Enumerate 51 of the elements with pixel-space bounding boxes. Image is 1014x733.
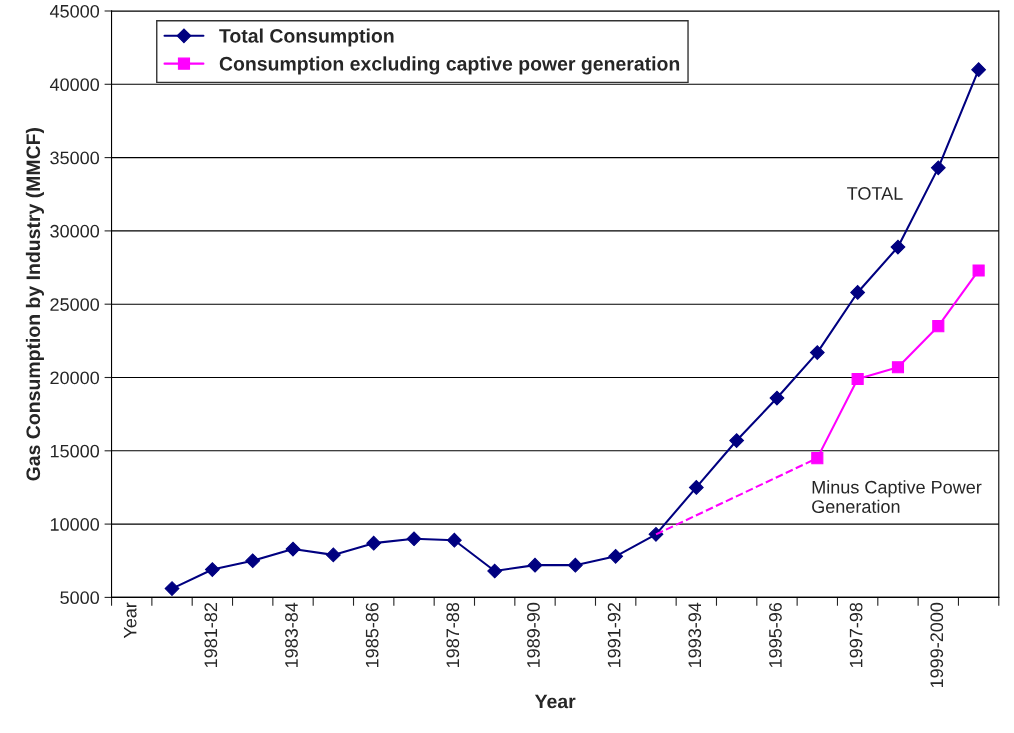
point bbox=[971, 62, 987, 78]
point bbox=[608, 548, 624, 564]
point bbox=[567, 557, 583, 573]
x-tick-label: 1991-92 bbox=[607, 603, 621, 667]
point bbox=[245, 553, 261, 569]
point bbox=[325, 547, 341, 563]
point bbox=[527, 557, 543, 573]
x-tick-label: 1989-90 bbox=[527, 602, 540, 667]
point bbox=[204, 562, 220, 577]
point bbox=[891, 361, 905, 374]
point bbox=[366, 535, 382, 551]
point bbox=[487, 563, 503, 579]
x-tick-label: 1983-84 bbox=[285, 602, 298, 667]
point bbox=[164, 581, 180, 596]
y-axis-title: Gas Consumption by Industry (MMCF) bbox=[25, 127, 44, 481]
x-tick-label: Year bbox=[123, 602, 137, 639]
y-tick-label: 40000 bbox=[49, 78, 100, 92]
point bbox=[285, 541, 301, 557]
point bbox=[809, 345, 825, 360]
x-tick-label: 1981-82 bbox=[204, 603, 218, 667]
point bbox=[890, 239, 906, 255]
point bbox=[769, 390, 785, 406]
point bbox=[932, 320, 945, 333]
point bbox=[729, 433, 745, 448]
legend-label: Consumption excluding captive power generation bbox=[219, 56, 680, 75]
point bbox=[930, 160, 946, 176]
y-tick-label: 10000 bbox=[50, 518, 100, 531]
point bbox=[446, 532, 462, 548]
y-tick-label: 20000 bbox=[50, 371, 100, 385]
x-tick-label: 1993-94 bbox=[688, 602, 702, 667]
point bbox=[406, 531, 422, 547]
annotation: Minus Captive Power Generation bbox=[812, 480, 982, 514]
y-tick-label: 30000 bbox=[50, 224, 100, 238]
x-tick-label: 1987-88 bbox=[446, 602, 460, 667]
point bbox=[688, 480, 704, 495]
x-tick-label: 1995-96 bbox=[769, 602, 782, 667]
y-tick-label: 15000 bbox=[50, 444, 100, 458]
x-tick-label: 1985-86 bbox=[365, 602, 379, 667]
y-tick-label: 45000 bbox=[49, 4, 100, 18]
y-tick-label: 35000 bbox=[50, 151, 100, 165]
point bbox=[851, 372, 864, 386]
x-tick-label: 1997-98 bbox=[849, 602, 863, 667]
legend-label: Total Consumption bbox=[219, 28, 394, 47]
point bbox=[850, 285, 866, 300]
x-axis-title: Year bbox=[534, 694, 576, 709]
y-tick-label: 5000 bbox=[60, 591, 100, 605]
point bbox=[811, 452, 824, 465]
point bbox=[972, 264, 985, 277]
x-tick-label: 1999-2000 bbox=[930, 602, 944, 688]
y-tick-label: 25000 bbox=[50, 298, 100, 311]
annotation: TOTAL bbox=[847, 187, 903, 200]
